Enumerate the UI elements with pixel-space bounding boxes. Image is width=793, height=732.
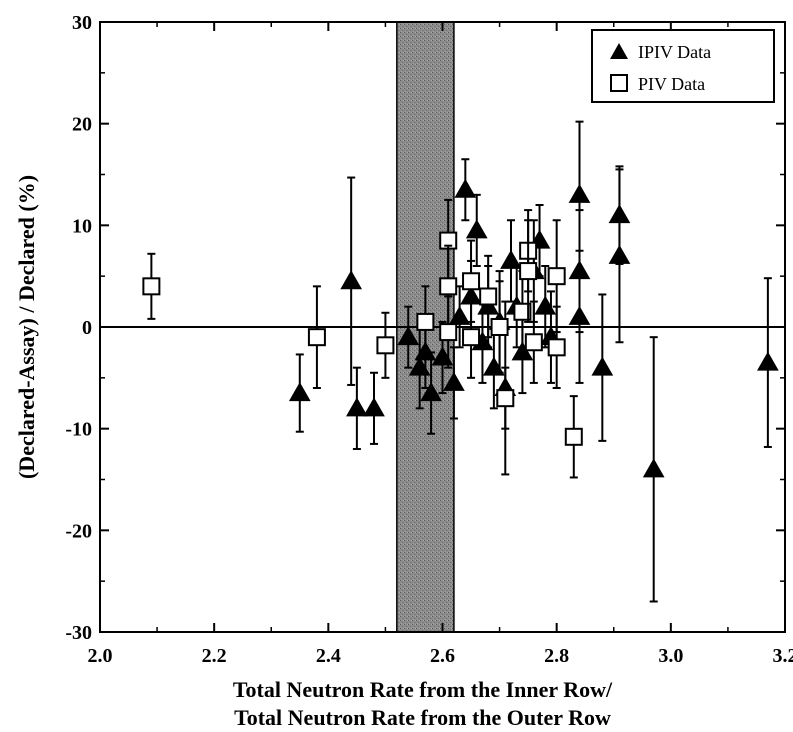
data-point (465, 193, 488, 267)
square-marker (513, 302, 532, 321)
triangle-marker (465, 219, 488, 239)
data-point (288, 353, 311, 433)
data-point (416, 285, 435, 359)
triangle-marker (443, 371, 465, 391)
square-marker (547, 267, 566, 286)
triangle-marker (757, 351, 779, 371)
legend-label-ipiv: IPIV Data (638, 42, 711, 62)
legend-square-marker (610, 74, 628, 92)
x-tick-label: 2.4 (316, 645, 341, 667)
x-tick-label: 3.2 (773, 645, 793, 667)
data-point (397, 305, 420, 369)
triangle-marker (454, 178, 477, 198)
square-marker (479, 287, 498, 306)
x-tick-label: 2.0 (88, 645, 113, 667)
triangle-marker (448, 305, 471, 325)
data-point (564, 395, 583, 479)
data-point (420, 351, 442, 435)
square-marker (462, 328, 481, 347)
triangle-marker (534, 295, 557, 315)
data-point (307, 285, 326, 389)
y-tick-label: 10 (72, 215, 92, 237)
data-point (547, 305, 566, 389)
y-tick-label: -20 (65, 520, 92, 542)
data-point (479, 254, 498, 339)
x-tick-label: 2.8 (544, 645, 569, 667)
data-point (142, 252, 161, 320)
data-point (454, 158, 477, 222)
x-tick-label: 3.0 (658, 645, 683, 667)
square-marker (490, 318, 509, 336)
legend: IPIV Data PIV Data (591, 29, 775, 103)
triangle-marker (500, 249, 522, 269)
triangle-marker (288, 382, 311, 402)
x-axis-title-line-1: Total Neutron Rate from the Inner Row/ (233, 677, 613, 702)
y-tick-label: 20 (72, 114, 92, 136)
y-tick-label: 0 (82, 317, 92, 339)
data-point (500, 219, 522, 303)
triangle-marker (568, 183, 591, 203)
data-point (642, 336, 665, 603)
data-point (519, 219, 538, 323)
square-marker (416, 312, 435, 331)
data-point (757, 277, 779, 448)
square-marker (142, 277, 161, 296)
data-point (591, 293, 614, 442)
y-tick-label: -10 (65, 419, 92, 441)
triangle-marker (608, 244, 631, 264)
y-tick-label: 30 (72, 12, 92, 34)
square-marker (439, 323, 458, 342)
data-point (376, 311, 395, 379)
square-marker (376, 336, 395, 355)
x-tick-label: 2.2 (202, 645, 227, 667)
square-marker (564, 427, 583, 446)
data-point (513, 270, 532, 354)
triangle-marker (363, 397, 385, 417)
square-marker (519, 262, 538, 281)
data-point (363, 371, 385, 445)
triangle-marker (568, 305, 591, 325)
triangle-marker (642, 458, 665, 478)
data-point (490, 280, 509, 374)
triangle-marker (397, 326, 420, 346)
triangle-marker (346, 397, 368, 417)
square-marker (307, 328, 326, 347)
data-point (496, 366, 515, 430)
data-point (568, 249, 591, 384)
square-marker (462, 272, 481, 291)
square-marker (439, 277, 458, 296)
x-tick-label: 2.6 (430, 645, 455, 667)
triangle-marker (591, 356, 614, 376)
square-marker (547, 338, 566, 357)
y-tick-label: -30 (65, 622, 92, 644)
triangle-marker (420, 382, 442, 402)
data-point (439, 295, 458, 369)
data-point (448, 285, 471, 349)
data-point (346, 366, 368, 450)
data-point (462, 295, 481, 379)
legend-label-piv: PIV Data (638, 74, 705, 94)
data-point (608, 168, 631, 344)
triangle-marker (340, 270, 363, 290)
data-point (340, 176, 363, 386)
data-point (524, 300, 543, 384)
square-marker (524, 333, 543, 352)
x-axis-title-line-2: Total Neutron Rate from the Outer Row (234, 705, 611, 730)
legend-triangle-marker (610, 43, 628, 59)
y-axis-title: (Declared-Assay) / Declared (%) (14, 175, 39, 479)
square-marker (496, 389, 515, 408)
series-piv (142, 198, 583, 479)
